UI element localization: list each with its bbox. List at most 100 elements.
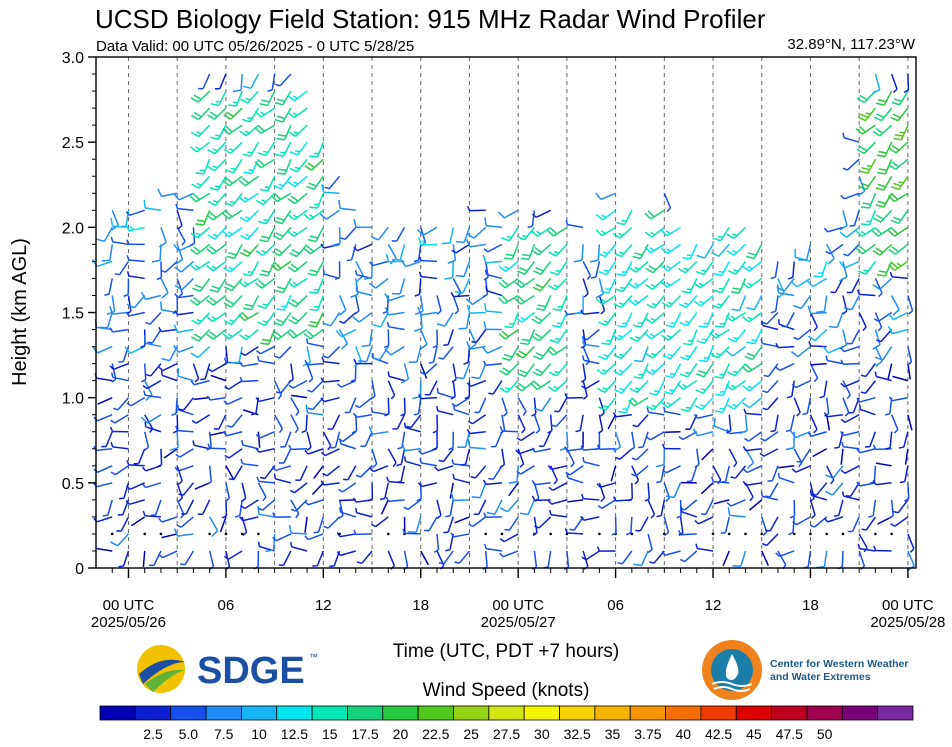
wind-barb-flag bbox=[225, 210, 233, 218]
wind-barb bbox=[273, 414, 284, 430]
wind-barb-flag bbox=[454, 561, 460, 565]
wind-barb-flag bbox=[498, 297, 505, 305]
wind-barb-flag bbox=[372, 463, 378, 468]
wind-barb bbox=[123, 482, 130, 499]
wind-barb-flag bbox=[338, 514, 344, 520]
wind-barb-flag bbox=[581, 385, 587, 390]
wind-barb bbox=[487, 345, 503, 354]
wind-barb-flag bbox=[841, 491, 845, 497]
wind-barb-flag bbox=[418, 393, 422, 400]
wind-barb bbox=[316, 550, 325, 567]
wind-barb-flag bbox=[860, 113, 869, 119]
wind-barb bbox=[509, 346, 519, 361]
wind-barb bbox=[583, 498, 600, 501]
wind-barb-flag bbox=[276, 172, 286, 175]
wind-barb bbox=[228, 175, 243, 187]
wind-barb bbox=[181, 277, 194, 291]
wind-barb bbox=[549, 465, 558, 481]
wind-barb bbox=[826, 244, 835, 259]
sdge-logo-swoosh-blue bbox=[139, 659, 185, 684]
wind-barb bbox=[290, 397, 300, 412]
wind-barb bbox=[225, 482, 231, 499]
wind-barb-flag bbox=[786, 395, 793, 399]
wind-barb bbox=[903, 431, 909, 448]
wind-barb-flag bbox=[223, 400, 229, 405]
wind-barb-flag bbox=[638, 446, 644, 449]
wind-barb bbox=[650, 243, 665, 254]
wind-barb-flag bbox=[275, 318, 285, 323]
wind-barb bbox=[582, 278, 589, 294]
wind-barb bbox=[360, 465, 373, 478]
wind-barbs bbox=[91, 73, 915, 572]
wind-barb-flag bbox=[338, 309, 347, 316]
wind-barb bbox=[501, 397, 508, 414]
wind-barb-flag bbox=[872, 284, 881, 290]
wind-barb-flag bbox=[290, 508, 296, 512]
wind-barb-flag bbox=[590, 259, 599, 263]
wind-barb-flag bbox=[875, 360, 883, 367]
wind-barb bbox=[230, 294, 243, 308]
wind-barb bbox=[199, 277, 211, 292]
wind-barb bbox=[177, 294, 194, 299]
wind-barb-flag bbox=[676, 383, 684, 390]
wind-barb-flag bbox=[825, 355, 828, 361]
wind-barb-flag bbox=[876, 339, 882, 343]
x-tick-date-label: 2025/05/27 bbox=[481, 614, 556, 631]
wind-barb-flag bbox=[682, 383, 688, 388]
wind-barb-flag bbox=[309, 206, 318, 209]
wind-barb bbox=[635, 465, 649, 477]
wind-barb-flag bbox=[274, 248, 283, 254]
wind-barb bbox=[315, 226, 324, 242]
wind-barb-flag bbox=[194, 284, 203, 289]
wind-barb-flag bbox=[532, 532, 538, 537]
wind-barb bbox=[712, 465, 722, 481]
wind-barb bbox=[128, 259, 145, 263]
wind-barb-flag bbox=[616, 324, 626, 328]
wind-barb-flag bbox=[833, 514, 839, 517]
wind-barb bbox=[660, 465, 666, 482]
wind-barb bbox=[475, 329, 487, 343]
wind-barb bbox=[143, 431, 150, 448]
wind-barb bbox=[246, 209, 259, 223]
wind-barb-flag bbox=[860, 223, 870, 226]
wind-barb-flag bbox=[210, 136, 219, 140]
wind-barb-flag bbox=[433, 549, 439, 553]
wind-barb-flag bbox=[178, 293, 183, 298]
wind-barb-flag bbox=[787, 276, 794, 280]
wind-barb bbox=[778, 465, 795, 469]
wind-barb-flag bbox=[412, 395, 421, 400]
wind-barb bbox=[182, 482, 195, 496]
wind-barb bbox=[620, 243, 633, 258]
wind-barb bbox=[396, 414, 406, 430]
wind-barb-flag bbox=[747, 252, 757, 256]
wind-barb-flag bbox=[226, 283, 235, 289]
wind-barb-flag bbox=[564, 393, 568, 399]
wind-barb bbox=[517, 448, 525, 465]
wind-barb bbox=[96, 516, 113, 523]
wind-barb-flag bbox=[684, 320, 691, 324]
wind-barb-flag bbox=[308, 182, 317, 187]
wind-barb-flag bbox=[759, 452, 765, 457]
wind-barb-flag bbox=[744, 437, 750, 442]
wind-barb bbox=[372, 430, 389, 435]
wind-barb bbox=[436, 295, 442, 312]
wind-barb-flag bbox=[483, 276, 489, 281]
wind-barb bbox=[128, 464, 145, 467]
wind-barb bbox=[598, 414, 604, 431]
wind-barb-flag bbox=[308, 214, 314, 218]
wind-barb-flag bbox=[191, 114, 199, 121]
wind-barb-flag bbox=[471, 340, 477, 344]
wind-barb bbox=[395, 226, 406, 242]
wind-barb bbox=[907, 74, 910, 91]
wind-barb bbox=[97, 414, 113, 422]
wind-barb-flag bbox=[807, 335, 816, 342]
wind-barb-flag bbox=[629, 446, 635, 451]
wind-barb bbox=[276, 533, 292, 542]
wind-barb-flag bbox=[810, 514, 816, 519]
wind-barb bbox=[204, 363, 211, 380]
colorbar-box bbox=[488, 705, 525, 721]
wind-barb-flag bbox=[645, 353, 654, 359]
wind-barb-flag bbox=[505, 253, 514, 257]
wind-barb-flag bbox=[711, 304, 720, 309]
wind-barb-flag bbox=[730, 291, 740, 294]
